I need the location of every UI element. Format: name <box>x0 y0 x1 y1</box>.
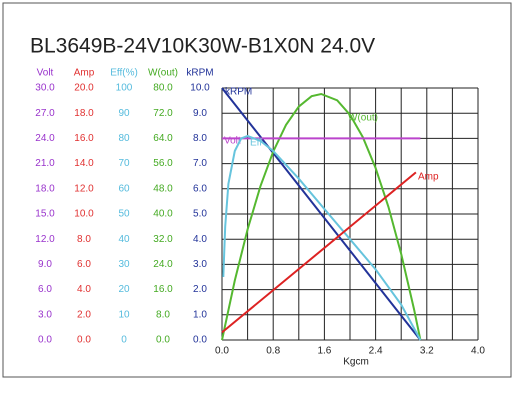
y-tick-label: 16.0 <box>153 284 173 295</box>
y-tick-label: 0.0 <box>77 335 91 346</box>
y-tick-label: 80.0 <box>153 83 173 94</box>
y-tick-label: 12.0 <box>35 234 55 245</box>
axis-header: Eff(%) <box>110 68 138 79</box>
y-tick-label: 60 <box>118 183 130 194</box>
y-tick-label: 9.0 <box>193 108 207 119</box>
y-tick-label: 12.0 <box>74 183 94 194</box>
x-tick-label: 0.0 <box>215 346 229 357</box>
series-label: Eff <box>250 138 262 149</box>
series-label: Amp <box>418 172 439 183</box>
x-tick-label: 1.6 <box>317 346 331 357</box>
y-tick-label: 20 <box>118 284 130 295</box>
y-tick-label: 18.0 <box>35 183 55 194</box>
y-tick-label: 72.0 <box>153 108 173 119</box>
series-line <box>222 134 422 341</box>
chart-title: BL3649B-24V10K30W-B1X0N 24.0V <box>30 35 375 58</box>
y-tick-label: 0.0 <box>156 335 170 346</box>
axis-header: W(out) <box>148 68 178 79</box>
y-tick-label: 48.0 <box>153 183 173 194</box>
y-tick-label: 100 <box>116 83 133 94</box>
y-tick-label: 0.0 <box>38 335 52 346</box>
series-label: W(out) <box>348 113 378 124</box>
y-tick-label: 27.0 <box>35 108 55 119</box>
y-tick-label: 64.0 <box>153 133 173 144</box>
x-tick-label: 2.4 <box>369 346 383 357</box>
y-tick-label: 90 <box>118 108 130 119</box>
y-tick-label: 9.0 <box>38 259 52 270</box>
y-tick-label: 2.0 <box>77 309 91 320</box>
y-tick-label: 20.0 <box>74 83 94 94</box>
y-tick-label: 24.0 <box>153 259 173 270</box>
y-tick-label: 24.0 <box>35 133 55 144</box>
y-tick-label: 0 <box>121 335 127 346</box>
y-tick-label: 3.0 <box>193 259 207 270</box>
y-tick-label: 1.0 <box>193 309 207 320</box>
y-tick-label: 3.0 <box>38 309 52 320</box>
y-tick-label: 70 <box>118 158 130 169</box>
y-tick-label: 4.0 <box>193 234 207 245</box>
y-tick-label: 10.0 <box>190 83 210 94</box>
y-tick-label: 6.0 <box>38 284 52 295</box>
series-line <box>221 92 422 341</box>
y-tick-label: 30.0 <box>35 83 55 94</box>
y-tick-label: 50 <box>118 209 130 220</box>
y-tick-label: 21.0 <box>35 158 55 169</box>
y-tick-label: 8.0 <box>77 234 91 245</box>
y-tick-label: 40.0 <box>153 209 173 220</box>
y-tick-label: 7.0 <box>193 158 207 169</box>
axis-header: Amp <box>74 68 95 79</box>
y-tick-label: 6.0 <box>193 183 207 194</box>
y-tick-label: 56.0 <box>153 158 173 169</box>
y-tick-label: 10.0 <box>74 209 94 220</box>
series-line <box>221 87 422 341</box>
series-label: kRPM <box>225 87 252 98</box>
y-tick-label: 15.0 <box>35 209 55 220</box>
y-tick-label: 40 <box>118 234 130 245</box>
y-tick-label: 10 <box>118 309 130 320</box>
y-tick-label: 32.0 <box>153 234 173 245</box>
series-label: Volt <box>224 136 241 147</box>
y-tick-label: 80 <box>118 133 130 144</box>
x-axis-label: Kgcm <box>343 357 369 368</box>
x-tick-label: 4.0 <box>471 346 485 357</box>
y-tick-label: 18.0 <box>74 108 94 119</box>
x-tick-label: 0.8 <box>266 346 280 357</box>
y-tick-label: 16.0 <box>74 133 94 144</box>
y-tick-label: 0.0 <box>193 335 207 346</box>
y-tick-label: 2.0 <box>193 284 207 295</box>
y-tick-label: 14.0 <box>74 158 94 169</box>
y-tick-label: 8.0 <box>193 133 207 144</box>
axis-header: Volt <box>37 68 54 79</box>
y-tick-label: 6.0 <box>77 259 91 270</box>
y-tick-label: 4.0 <box>77 284 91 295</box>
axis-header: kRPM <box>186 68 213 79</box>
y-tick-label: 8.0 <box>156 309 170 320</box>
y-tick-label: 30 <box>118 259 130 270</box>
x-tick-label: 3.2 <box>420 346 434 357</box>
y-tick-label: 5.0 <box>193 209 207 220</box>
series-line <box>221 171 417 334</box>
